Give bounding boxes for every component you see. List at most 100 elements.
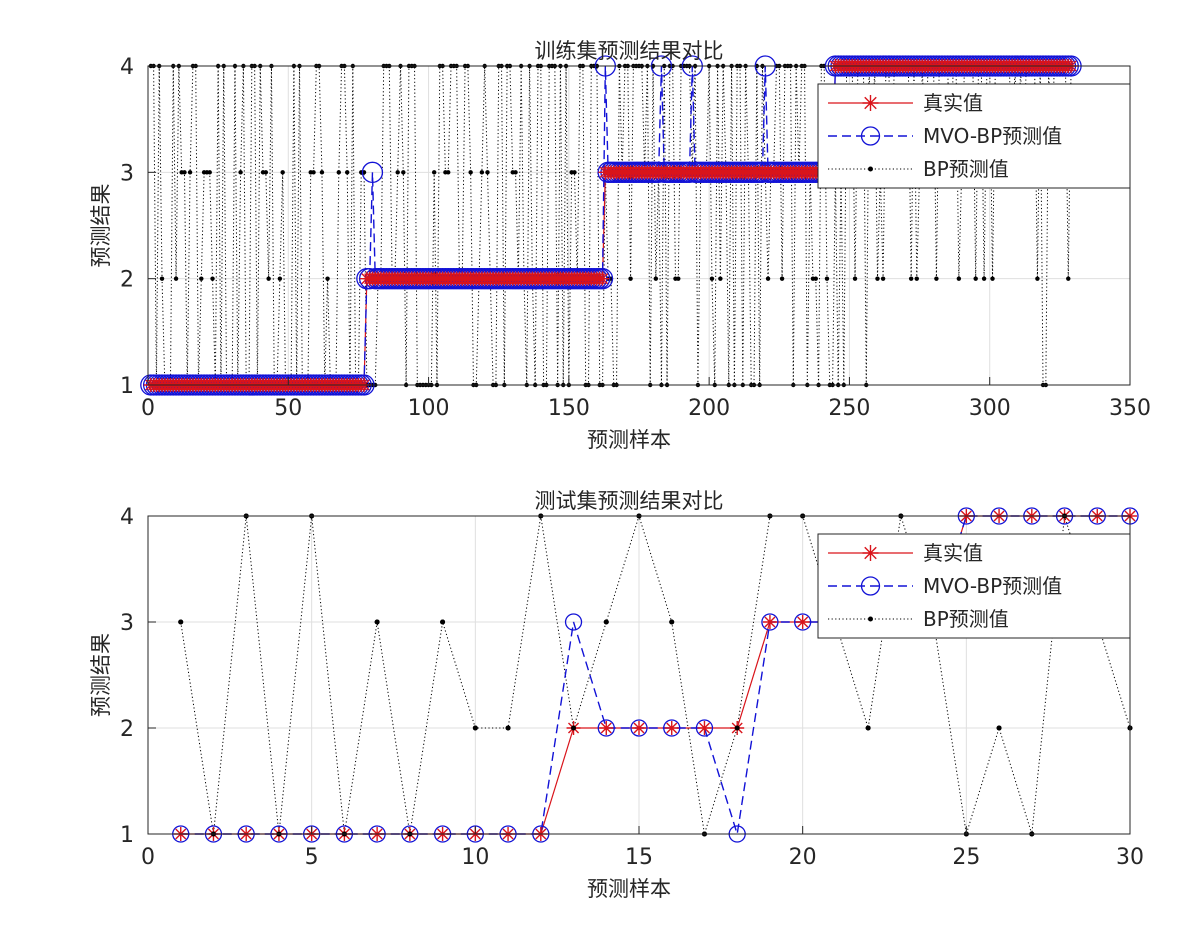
test-true-point-shape xyxy=(697,721,712,735)
train-legend-bp-marker xyxy=(868,166,873,172)
test-legend-mvo-symbol xyxy=(828,576,913,596)
train-bp-point xyxy=(572,170,577,175)
test-ytick-label-0: 1 xyxy=(120,823,134,848)
test-legend: 真实值 MVO-BP预测值 BP预测值 xyxy=(817,533,1131,639)
test-mvo-point xyxy=(695,719,714,737)
train-bp-point xyxy=(824,276,830,281)
test-legend-mvo-label: MVO-BP预测值 xyxy=(923,574,1062,598)
train-mvo-point xyxy=(361,161,384,183)
train-ytick-label-1: 2 xyxy=(120,268,134,293)
train-legend-mvo-label: MVO-BP预测值 xyxy=(923,124,1062,148)
train-bp-point xyxy=(238,170,243,175)
test-xtick-label-1: 5 xyxy=(305,845,319,870)
train-legend-mvo-symbol xyxy=(828,126,913,146)
train-bp-point xyxy=(628,276,633,281)
test-bp-point xyxy=(996,725,1002,731)
test-x-axis-label: 预测样本 xyxy=(587,877,671,901)
train-bp-point xyxy=(653,276,659,281)
train-legend-true-marker-shape xyxy=(862,95,879,111)
train-xtick-label-0: 0 xyxy=(141,396,155,421)
train-bp-point xyxy=(981,276,987,281)
test-xtick-label-0: 0 xyxy=(141,845,155,870)
test-true-point xyxy=(664,721,679,735)
train-bp-point xyxy=(765,276,771,281)
test-y-axis-label: 预测结果 xyxy=(89,633,113,717)
test-true-point-shape xyxy=(664,721,679,735)
train-xtick-label-7: 350 xyxy=(1109,396,1151,421)
train-bp-point xyxy=(880,276,886,281)
train-bp-point xyxy=(956,276,962,281)
test-ticks: 0 5 10 15 20 25 30 1 2 3 4 xyxy=(120,505,1144,870)
test-bp-point xyxy=(505,725,511,731)
train-bp-point xyxy=(479,170,485,175)
test-bp-point xyxy=(374,619,380,625)
test-true-point-shape xyxy=(762,615,777,629)
train-bp-point xyxy=(990,276,995,281)
train-bp-point xyxy=(468,170,473,175)
test-mvo-point xyxy=(761,613,779,631)
test-ytick-label-3: 4 xyxy=(120,505,134,530)
train-bp-point xyxy=(446,170,451,175)
train-legend-mvo-marker xyxy=(860,126,881,146)
test-true-point xyxy=(795,615,810,629)
train-chart-title: 训练集预测结果对比 xyxy=(535,39,724,63)
train-legend: 真实值 MVO-BP预测值 BP预测值 xyxy=(817,83,1131,189)
train-bp-point xyxy=(311,170,316,175)
test-mvo-point xyxy=(794,613,812,631)
train-legend-bp-label: BP预测值 xyxy=(923,157,1009,181)
train-bp-point xyxy=(280,170,285,175)
test-true-point-shape xyxy=(632,721,646,735)
train-bp-point xyxy=(1035,276,1040,281)
train-xtick-label-1: 50 xyxy=(274,396,302,421)
train-bp-point xyxy=(263,170,269,175)
test-legend-true-label: 真实值 xyxy=(923,541,983,565)
test-legend-bp-symbol xyxy=(828,616,913,622)
test-mvo-point xyxy=(630,719,648,737)
train-bp-point xyxy=(336,170,341,175)
test-legend-mvo-marker xyxy=(860,576,881,596)
test-xtick-label-4: 20 xyxy=(789,845,817,870)
train-ytick-label-0: 1 xyxy=(120,374,134,399)
test-true-point-shape xyxy=(599,721,614,735)
train-xtick-label-2: 100 xyxy=(408,396,450,421)
test-true-point xyxy=(697,721,712,735)
train-bp-point xyxy=(513,170,518,175)
train-xtick-label-4: 200 xyxy=(688,396,730,421)
train-legend-bp-symbol xyxy=(828,166,913,172)
train-bp-point xyxy=(914,276,919,281)
train-bp-point xyxy=(395,170,400,175)
test-mvo-point xyxy=(597,719,615,737)
train-bp-point xyxy=(718,276,723,281)
train-bp-point xyxy=(431,170,437,175)
train-bp-point xyxy=(319,170,325,175)
train-bp-point xyxy=(1066,276,1071,281)
test-bp-point xyxy=(472,725,478,731)
train-bp-point xyxy=(266,276,271,281)
train-xtick-label-3: 150 xyxy=(548,396,590,421)
train-bp-point xyxy=(676,276,681,281)
test-ytick-label-1: 2 xyxy=(120,717,134,742)
test-true-point xyxy=(632,721,646,735)
train-xtick-label-6: 300 xyxy=(969,396,1011,421)
train-legend-true-marker xyxy=(862,95,879,111)
test-mvo-point xyxy=(663,719,681,737)
train-bp-point xyxy=(345,170,350,175)
train-chart: 0 50 100 150 200 250 300 350 1 2 3 4 训练集预测结果对比 预测样本… xyxy=(89,39,1151,452)
train-bp-point xyxy=(207,170,212,175)
test-mvo-point xyxy=(564,613,583,631)
train-bp-point xyxy=(210,276,215,281)
train-bp-point xyxy=(325,276,330,281)
train-true-point-shape xyxy=(595,271,610,286)
test-true-point xyxy=(762,615,777,629)
train-bp-point xyxy=(187,170,193,175)
test-bp-point xyxy=(178,619,184,625)
train-ytick-label-3: 4 xyxy=(120,55,134,80)
test-bp-point xyxy=(734,725,740,731)
train-ytick-label-2: 3 xyxy=(120,161,134,186)
test-true-point-shape xyxy=(795,615,810,629)
train-bp-point xyxy=(709,276,715,281)
train-xtick-label-5: 250 xyxy=(828,396,870,421)
train-axes-frame xyxy=(147,65,1131,386)
test-bp-point xyxy=(440,619,446,625)
test-legend-bp-label: BP预测值 xyxy=(923,607,1009,631)
